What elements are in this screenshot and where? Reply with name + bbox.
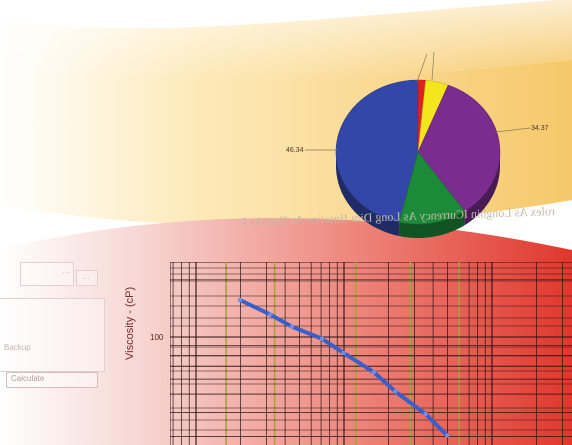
pie-slice-blue xyxy=(335,79,419,223)
y-axis-label: Viscosity - (cP) xyxy=(124,287,136,360)
pie-side-green xyxy=(399,211,465,238)
viscosity-point xyxy=(393,389,398,394)
ghost-small-button: … xyxy=(76,270,98,286)
pie-label-left: 46.34 xyxy=(286,147,304,154)
pie-slice-purple xyxy=(417,84,501,212)
red-band xyxy=(0,218,572,445)
backup-label: Backup xyxy=(4,343,31,352)
viscosity-point xyxy=(237,297,243,303)
viscosity-point xyxy=(444,433,450,438)
pie-side-purple xyxy=(464,151,500,226)
pie-side-blue xyxy=(336,154,400,237)
pie-leader-right xyxy=(495,127,531,133)
pie-chart: 46.34 34.37 xyxy=(286,51,549,238)
ghost-panel xyxy=(0,298,105,372)
viscosity-point xyxy=(319,336,325,341)
yellow-band-top-sheen xyxy=(0,0,572,81)
viscosity-point xyxy=(371,370,376,375)
ghost-dropdown-arrow: … xyxy=(62,266,70,275)
pie-label-right: 34.37 xyxy=(531,125,549,132)
viscosity-point xyxy=(341,350,346,356)
pie-leader-top2 xyxy=(416,53,428,83)
calculate-button: Calculate xyxy=(6,372,98,388)
viscosity-point xyxy=(289,324,294,329)
pie-slice-green xyxy=(398,151,466,225)
log-grid-plot xyxy=(170,262,572,445)
viscosity-point xyxy=(423,411,428,417)
pie-leader-top xyxy=(431,51,435,81)
ghost-dropdown: … xyxy=(20,262,74,286)
ghost-small-button-label: … xyxy=(82,272,90,281)
viscosity-point xyxy=(268,312,273,317)
y-tick-label: 100 xyxy=(150,333,164,342)
